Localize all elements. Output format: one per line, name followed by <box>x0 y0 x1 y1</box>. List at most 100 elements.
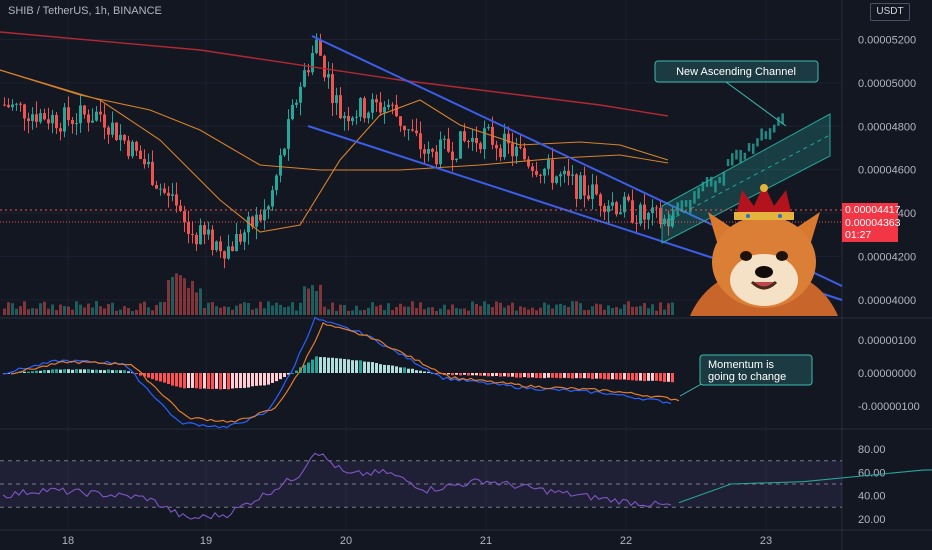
macd-histogram-bar <box>479 373 482 376</box>
time-axis-tick: 21 <box>480 535 492 547</box>
chart-title: SHIB / TetherUS, 1h, BINANCE <box>8 5 162 17</box>
macd-axis-tick: -0.00000100 <box>858 401 920 413</box>
candle <box>283 148 286 156</box>
macd-histogram-bar <box>195 373 198 389</box>
candle <box>343 115 346 119</box>
candle <box>435 151 438 165</box>
candle <box>639 204 642 224</box>
candle <box>451 151 454 161</box>
volume-bar <box>87 303 90 315</box>
volume-bar <box>135 309 138 315</box>
macd-histogram-bar <box>499 373 502 377</box>
candle <box>615 202 618 215</box>
volume-bar <box>627 301 630 315</box>
candle <box>155 185 158 189</box>
candle <box>635 222 638 224</box>
macd-histogram-bar <box>267 373 270 385</box>
macd-histogram-bar <box>375 362 378 373</box>
candle <box>271 190 274 207</box>
volume-bar <box>655 310 658 315</box>
projected-candle <box>777 116 780 126</box>
macd-histogram-bar <box>543 373 546 379</box>
candle <box>651 207 654 213</box>
candle <box>159 188 162 190</box>
candle <box>63 107 66 132</box>
macd-histogram-bar <box>259 373 262 386</box>
macd-histogram-bar <box>135 373 138 374</box>
candle <box>79 105 82 124</box>
candle <box>623 196 626 213</box>
candle <box>227 246 230 259</box>
macd-histogram-bar <box>75 369 78 373</box>
volume-bar <box>375 306 378 315</box>
candle <box>347 115 350 122</box>
macd-histogram-bar <box>535 373 538 379</box>
macd-histogram-bar <box>611 373 614 380</box>
macd-histogram-bar <box>615 373 618 380</box>
macd-histogram-bar <box>207 373 210 390</box>
volume-bar <box>299 302 302 315</box>
candle <box>247 216 250 233</box>
macd-histogram-bar <box>427 371 430 373</box>
macd-histogram-bar <box>339 358 342 373</box>
candle <box>659 208 662 224</box>
volume-bar <box>383 309 386 315</box>
volume-bar <box>259 301 262 315</box>
volume-bar <box>547 304 550 315</box>
candle <box>499 148 502 158</box>
macd-histogram-bar <box>319 357 322 373</box>
macd-histogram-bar <box>63 369 66 373</box>
candle <box>395 104 398 117</box>
candle <box>43 113 46 120</box>
macd-histogram-bar <box>167 373 170 385</box>
volume-bar <box>283 307 286 315</box>
volume-bar <box>603 309 606 315</box>
signal-line <box>10 322 680 423</box>
volume-bar <box>355 305 358 315</box>
projected-candle <box>781 113 784 125</box>
candle <box>327 74 330 78</box>
volume-bar <box>427 307 430 315</box>
macd-histogram-bar <box>219 373 222 390</box>
volume-bar <box>535 310 538 315</box>
candle <box>515 146 518 157</box>
macd-histogram-bar <box>287 373 290 375</box>
volume-bar <box>3 308 6 315</box>
macd-histogram-bar <box>559 373 562 379</box>
macd-histogram-bar <box>55 369 58 373</box>
macd-histogram-bar <box>591 373 594 380</box>
currency-selector[interactable]: USDT <box>870 3 910 21</box>
volume-bar <box>315 290 318 315</box>
rsi-projection-line <box>678 469 932 504</box>
macd-histogram-bar <box>87 369 90 373</box>
macd-histogram-bar <box>347 359 350 373</box>
macd-histogram-bar <box>343 358 346 373</box>
projected-candle <box>714 180 717 193</box>
volume-bar <box>599 304 602 315</box>
candle <box>531 166 534 171</box>
volume-bar <box>131 310 134 315</box>
volume-bar <box>531 307 534 315</box>
volume-bar <box>399 303 402 315</box>
macd-histogram-bar <box>635 373 638 381</box>
volume-bar <box>231 309 234 315</box>
volume-bar <box>323 306 326 315</box>
volume-bar <box>79 304 82 315</box>
volume-bar <box>647 308 650 315</box>
volume-bar <box>451 304 454 315</box>
candle <box>91 120 94 123</box>
price-axis-tick: 0.00004800 <box>858 121 916 133</box>
candle <box>351 117 354 122</box>
candle <box>443 138 446 140</box>
macd-histogram-bar <box>603 373 606 380</box>
macd-histogram-bar <box>515 373 518 378</box>
candle <box>539 174 542 176</box>
candle <box>35 114 38 122</box>
candle <box>575 174 578 199</box>
macd-histogram-bar <box>27 371 30 373</box>
macd-histogram-bar <box>115 370 118 373</box>
macd-histogram-bar <box>547 373 550 378</box>
volume-bar <box>275 302 278 315</box>
volume-bar <box>163 302 166 315</box>
